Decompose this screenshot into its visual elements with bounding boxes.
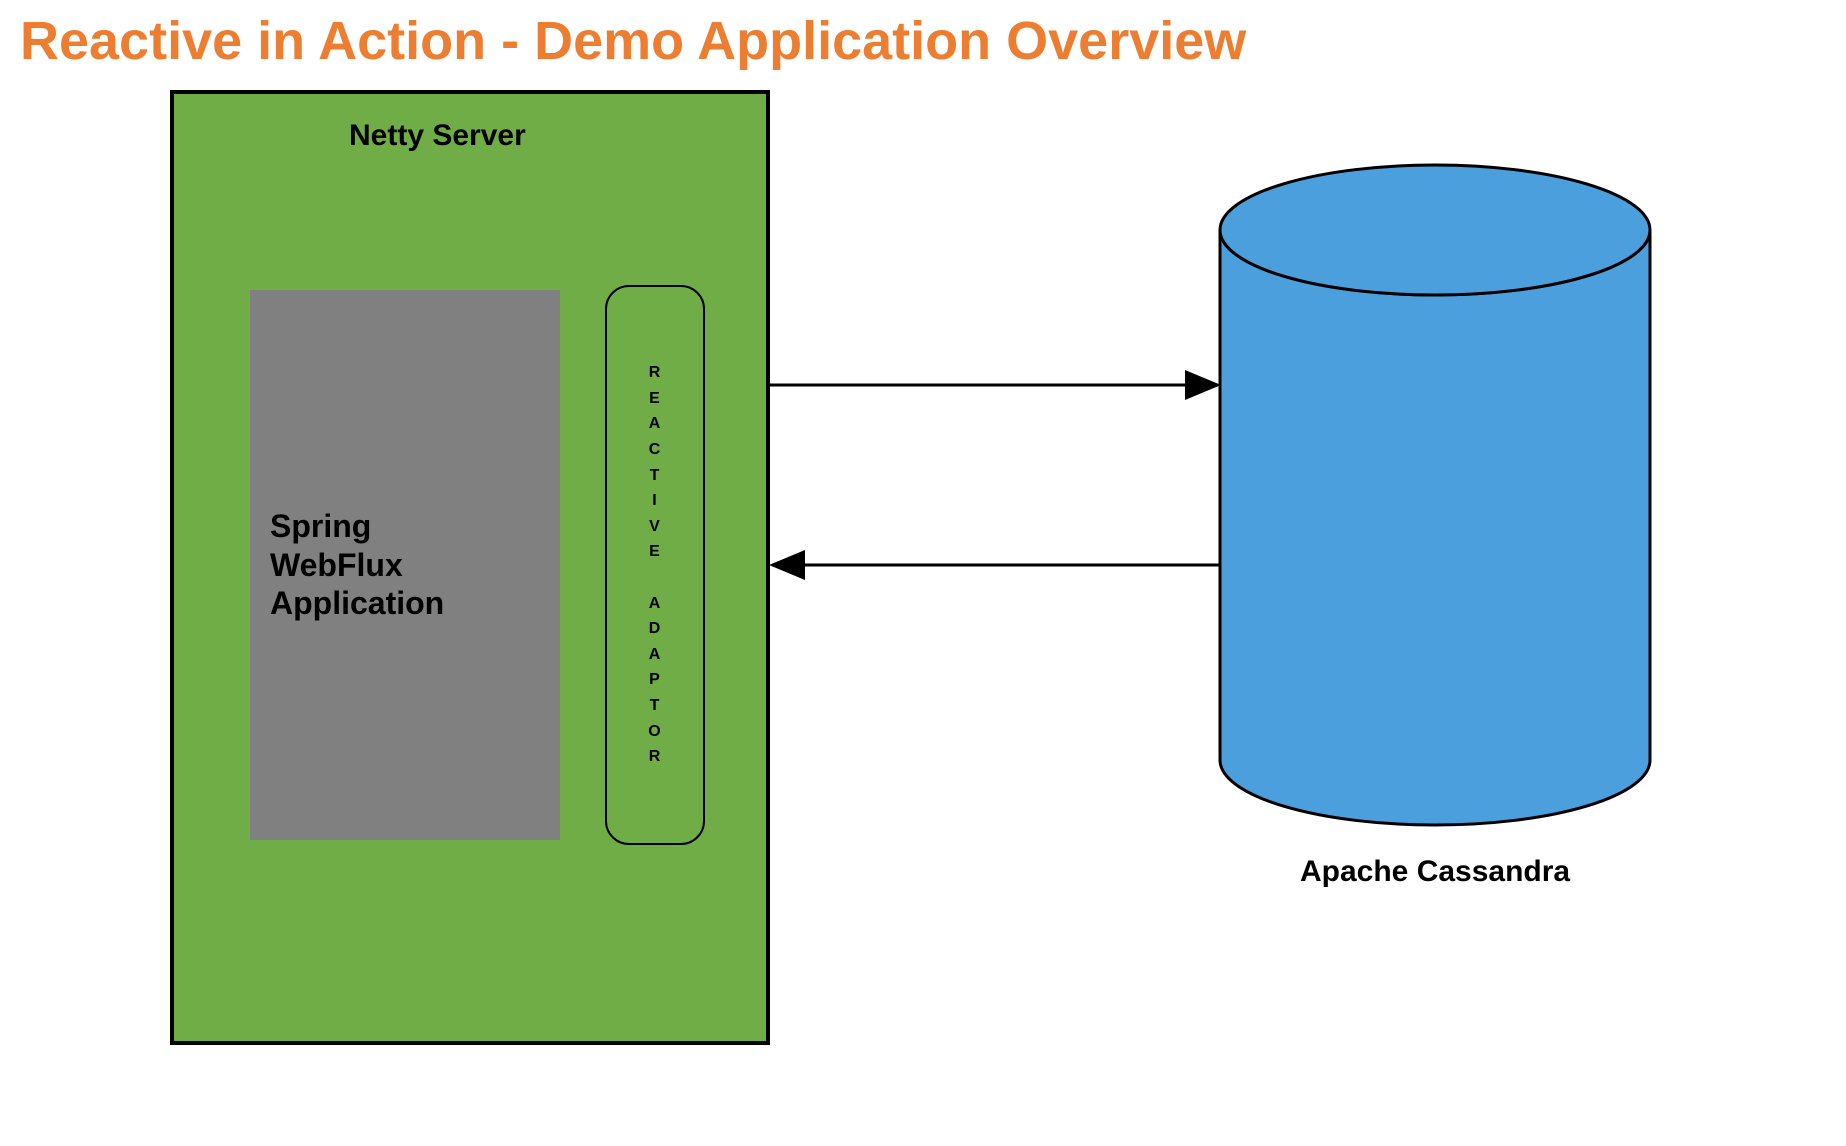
cassandra-cylinder: [0, 90, 1846, 1146]
page-title: Reactive in Action - Demo Application Ov…: [20, 10, 1246, 72]
cassandra-label: Apache Cassandra: [1300, 855, 1570, 889]
architecture-diagram: Netty Server Spring WebFlux Application …: [0, 90, 1846, 1146]
